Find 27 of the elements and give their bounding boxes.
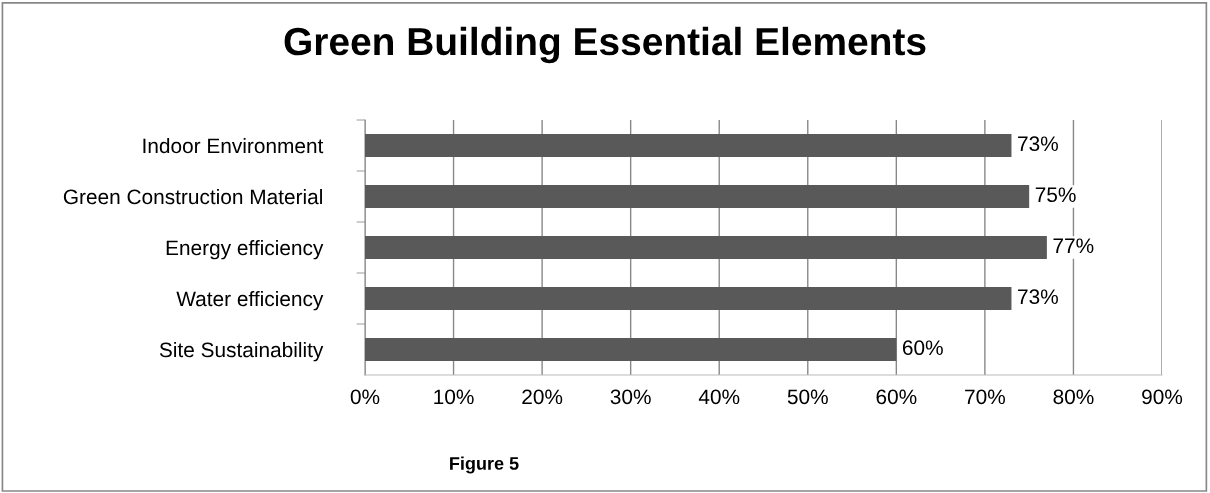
y-tick-label: Energy efficiency bbox=[166, 239, 324, 260]
x-tick-label: 80% bbox=[1053, 389, 1094, 405]
x-tick-label: 50% bbox=[787, 389, 828, 405]
x-tick-label: 30% bbox=[610, 389, 651, 405]
x-tick-label: 10% bbox=[434, 389, 474, 405]
data-label: 73% bbox=[1018, 289, 1058, 305]
y-tick-label: Indoor Environment bbox=[143, 137, 324, 154]
bar bbox=[365, 134, 1012, 157]
x-tick-label: 90% bbox=[1142, 389, 1183, 405]
caption: Figure 5 bbox=[450, 456, 519, 474]
y-tick-label: Water efficiency bbox=[176, 290, 324, 311]
x-tick-label: 40% bbox=[698, 389, 740, 405]
data-label: 60% bbox=[902, 340, 943, 356]
chart-title: Green Building Essential Elements bbox=[284, 26, 926, 64]
x-tick-label: 20% bbox=[522, 389, 563, 405]
bar bbox=[365, 287, 1012, 310]
x-tick-label: 70% bbox=[965, 389, 1005, 405]
x-tick-label: 60% bbox=[876, 389, 917, 405]
data-label: 73% bbox=[1018, 136, 1058, 152]
data-label: 77% bbox=[1053, 238, 1094, 254]
data-label: 75% bbox=[1035, 187, 1076, 203]
bar bbox=[365, 338, 897, 361]
y-tick-label: Green Construction Material bbox=[63, 188, 322, 205]
bar bbox=[365, 185, 1030, 208]
bar bbox=[365, 236, 1047, 259]
y-tick-label: Site Sustainability bbox=[159, 341, 324, 362]
x-tick-label: 0% bbox=[350, 389, 380, 405]
